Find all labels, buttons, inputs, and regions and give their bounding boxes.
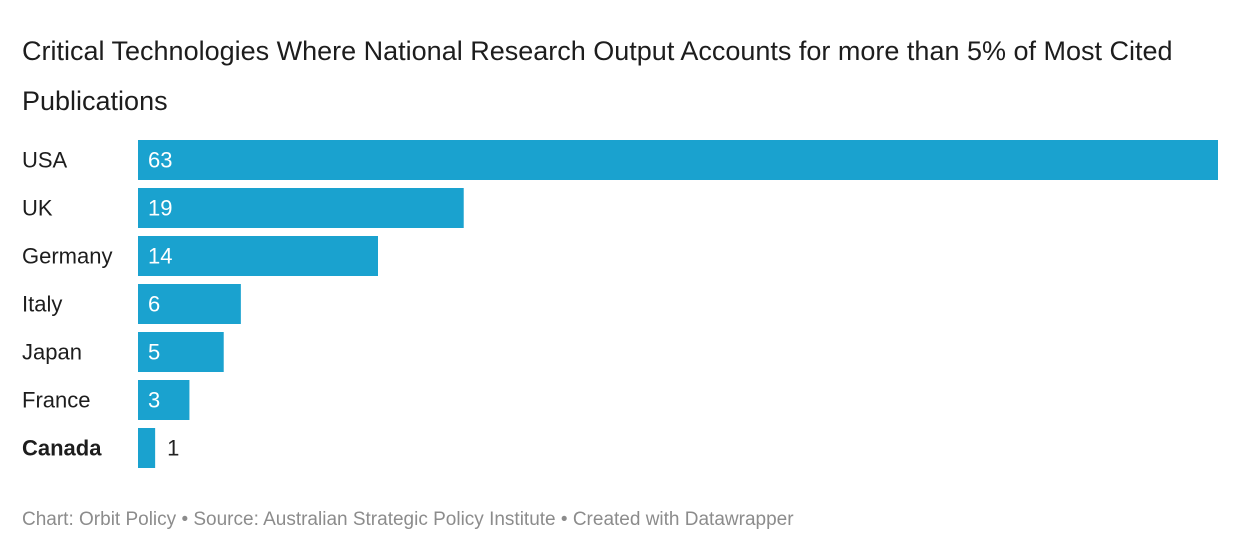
chart-footer: Chart: Orbit Policy • Source: Australian… <box>22 509 794 531</box>
bar <box>138 188 464 228</box>
value-label: 19 <box>148 196 172 221</box>
value-label: 5 <box>148 340 160 365</box>
category-label: Japan <box>22 340 82 365</box>
value-label: 63 <box>148 148 172 173</box>
footer-source: Source: Australian Strategic Policy Inst… <box>193 509 556 530</box>
category-label: UK <box>22 196 53 221</box>
bar <box>138 380 190 420</box>
footer-created-with: Created with Datawrapper <box>572 509 794 530</box>
bar <box>138 284 241 324</box>
value-label: 3 <box>148 388 160 413</box>
footer-separator: • <box>560 509 568 530</box>
value-label: 1 <box>167 436 179 461</box>
bar <box>138 332 224 372</box>
category-label: USA <box>22 148 68 173</box>
category-label: Germany <box>22 244 112 269</box>
bar <box>138 236 378 276</box>
bar <box>138 428 156 468</box>
category-label: France <box>22 388 90 413</box>
value-label: 6 <box>148 292 160 317</box>
footer-chart-credit: Chart: Orbit Policy <box>22 509 177 530</box>
bar <box>138 140 1218 180</box>
category-label: Italy <box>22 292 62 317</box>
value-label: 14 <box>148 244 172 269</box>
footer-separator: • <box>181 509 189 530</box>
chart-title: Critical Technologies Where National Res… <box>22 36 1173 116</box>
category-label: Canada <box>22 436 102 461</box>
